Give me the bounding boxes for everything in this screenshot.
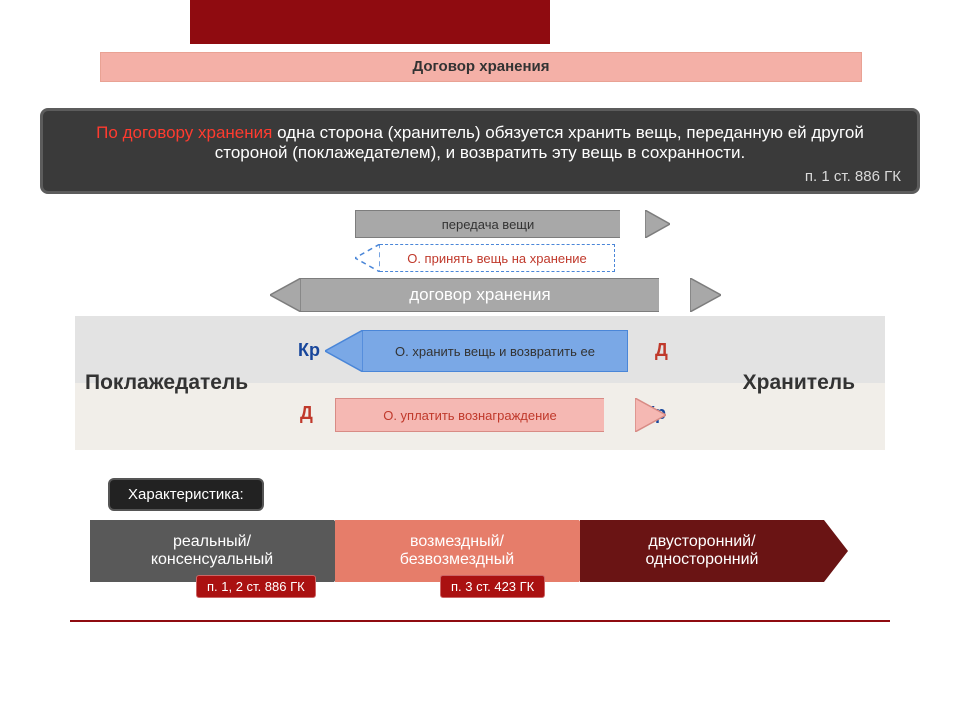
definition-text: одна сторона (хранитель) обязуется храни… — [215, 123, 864, 162]
role-d: Д — [655, 340, 668, 361]
chevron-label: возмездный/безвозмездный — [335, 520, 579, 582]
chevron-2: двусторонний/односторонний — [580, 520, 848, 582]
arrow-label: О. принять вещь на хранение — [380, 244, 615, 272]
bottom-rule — [70, 620, 890, 622]
stage: Договор хранения По договору хранения од… — [0, 0, 960, 720]
ref-pill-1: п. 3 ст. 423 ГК — [440, 575, 545, 598]
arrow-a2: О. принять вещь на хранение — [355, 244, 615, 272]
right-party-label: Хранитель — [743, 316, 855, 450]
ref-pill-0: п. 1, 2 ст. 886 ГК — [196, 575, 316, 598]
role-d: Д — [300, 403, 313, 424]
title-band: Договор хранения — [100, 52, 862, 82]
arrow-label: передача вещи — [355, 210, 620, 238]
chevron-0: реальный/консенсуальный — [90, 520, 358, 582]
chevron-1: возмездный/безвозмездный — [335, 520, 603, 582]
arrow-label: О. уплатить вознаграждение — [335, 398, 604, 432]
left-party-label: Поклажедатель — [85, 316, 248, 450]
arrow-a3: договор хранения — [270, 278, 690, 312]
role-kr: Кр — [298, 340, 320, 361]
arrow-a4: О. хранить вещь и возвратить ее — [325, 330, 628, 372]
arrow-label: договор хранения — [301, 278, 659, 312]
chevron-label: двусторонний/односторонний — [580, 520, 824, 582]
chevron-row: реальный/консенсуальныйвозмездный/безвоз… — [90, 520, 870, 582]
characteristics-label: Характеристика: — [108, 478, 264, 511]
definition-box: По договору хранения одна сторона (храни… — [40, 108, 920, 194]
top-accent-bar — [190, 0, 550, 44]
arrow-label: О. хранить вещь и возвратить ее — [363, 330, 628, 372]
arrow-a1: передача вещи — [355, 210, 645, 238]
chevron-label: реальный/консенсуальный — [90, 520, 334, 582]
definition-highlight: По договору хранения — [96, 123, 272, 142]
arrow-a5: О. уплатить вознаграждение — [335, 398, 635, 432]
definition-cite: п. 1 ст. 886 ГК — [805, 168, 901, 185]
